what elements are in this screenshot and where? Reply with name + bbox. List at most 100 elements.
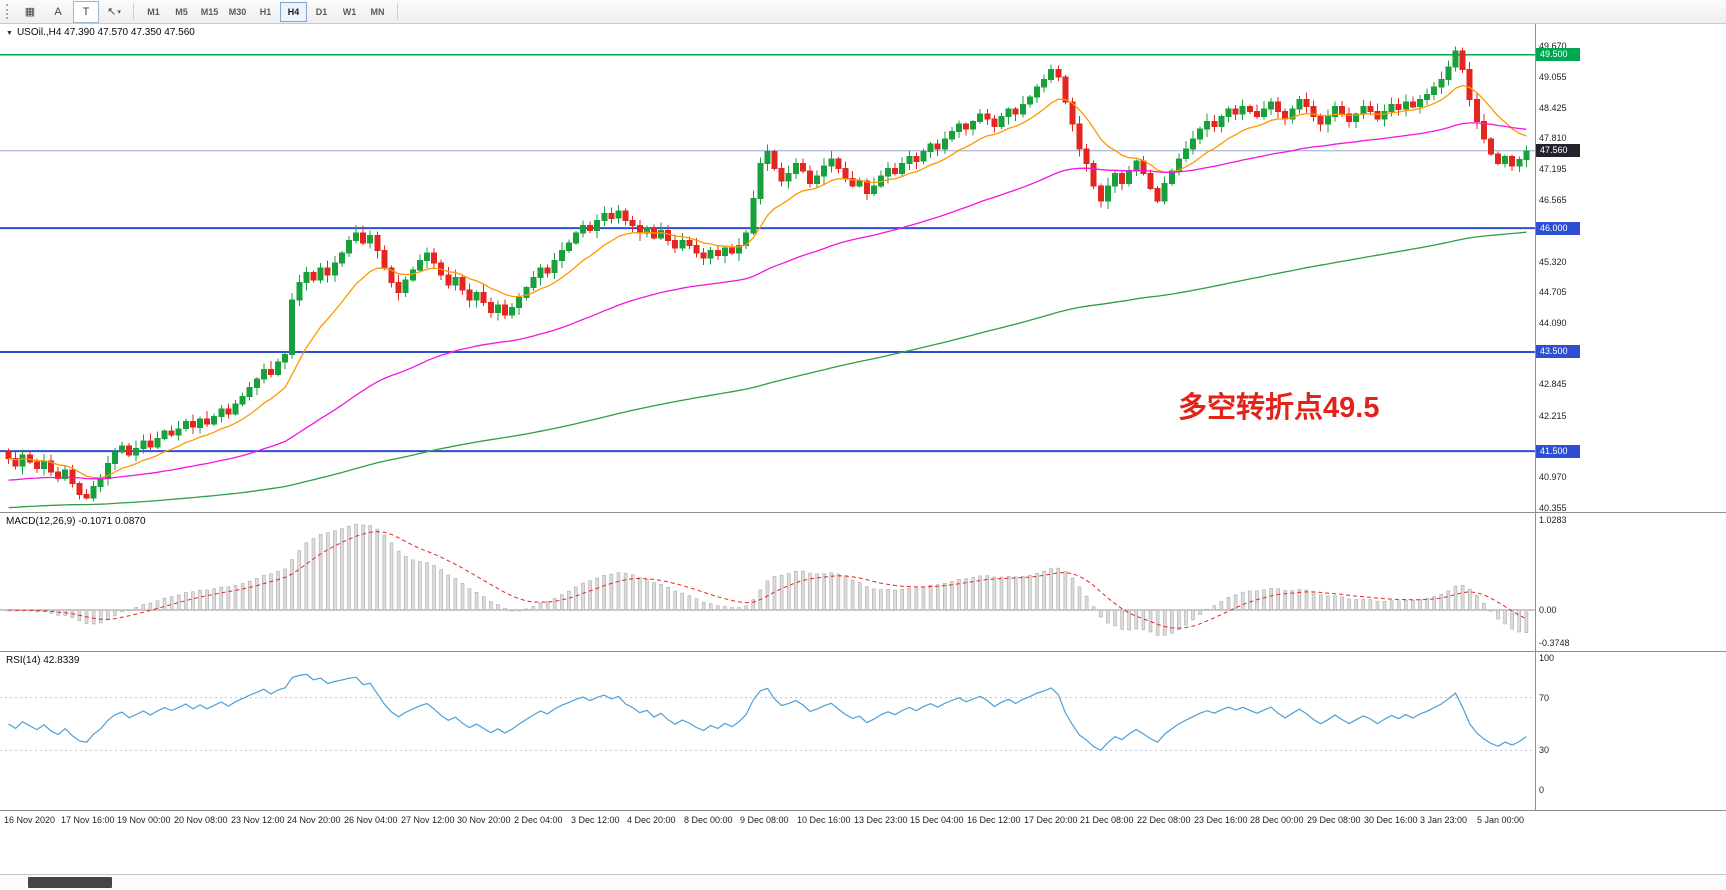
- timeframe-mn[interactable]: MN: [370, 6, 385, 17]
- timeframe-h1[interactable]: H1: [259, 6, 272, 17]
- macd-indicator: [0, 523, 1535, 636]
- price-axis-label: 44.705: [1539, 287, 1567, 297]
- time-axis-label: 10 Dec 16:00: [797, 815, 851, 825]
- time-axis-label: 17 Dec 20:00: [1024, 815, 1078, 825]
- macd-header: MACD(12,26,9) -0.1071 0.0870: [6, 516, 146, 527]
- time-axis-label: 29 Dec 08:00: [1307, 815, 1361, 825]
- price-axis[interactable]: 49.670 49.055 48.425 47.810 47.195 46.565 45.3…: [1536, 24, 1726, 812]
- moving-averages: [8, 84, 1527, 509]
- timeframe-d1[interactable]: D1: [315, 6, 328, 17]
- price-axis-label: 40.355: [1539, 503, 1567, 513]
- time-axis-label: 22 Dec 08:00: [1137, 815, 1191, 825]
- rsi-label: RSI(14): [6, 655, 41, 666]
- axis-border: [1535, 24, 1536, 810]
- time-axis-label: 5 Jan 00:00: [1477, 815, 1525, 825]
- rsi-axis-label: 0: [1539, 785, 1545, 795]
- time-axis-label: 27 Nov 12:00: [401, 815, 455, 825]
- timeframe-m1[interactable]: M1: [147, 6, 160, 17]
- price-axis-label: 47.195: [1539, 164, 1567, 174]
- panel-separator[interactable]: [0, 512, 1726, 513]
- macd-axis-label: 0.00: [1539, 605, 1557, 615]
- time-axis-label: 23 Nov 12:00: [231, 815, 285, 825]
- toolbar: ▦ A T ↖ ▾ M1 M5 M15 M30 H1 H4 D1 W1 MN: [0, 0, 1726, 24]
- time-axis-label: 2 Dec 04:00: [514, 815, 563, 825]
- dropdown-caret-icon: ▾: [117, 8, 121, 16]
- time-axis-label: 23 Dec 16:00: [1194, 815, 1248, 825]
- symbol-label: USOil.,H4: [16, 27, 62, 38]
- time-axis-label: 13 Dec 23:00: [854, 815, 908, 825]
- price-axis-label: 48.425: [1539, 103, 1567, 113]
- toolbar-separator: [397, 3, 398, 20]
- toolbar-grip[interactable]: [6, 4, 12, 19]
- time-axis-label: 15 Dec 04:00: [910, 815, 964, 825]
- panel-separator[interactable]: [0, 651, 1726, 652]
- text-t-icon: T: [82, 5, 90, 18]
- rsi-axis-label: 70: [1539, 693, 1550, 703]
- price-tag: 49.500: [1536, 48, 1580, 61]
- macd-axis-label: -0.3748: [1539, 638, 1570, 648]
- time-axis-label: 3 Jan 23:00: [1420, 815, 1468, 825]
- chart-grid-icon: ▦: [24, 6, 36, 18]
- rsi-axis-label: 30: [1539, 745, 1550, 755]
- time-axis-label: 26 Nov 04:00: [344, 815, 398, 825]
- rsi-header: RSI(14) 42.8339: [6, 655, 79, 666]
- cursor-tool-button[interactable]: ↖ ▾: [101, 1, 127, 23]
- text-a-button[interactable]: A: [45, 1, 71, 23]
- chart-toggle-icon[interactable]: ▼: [6, 30, 13, 37]
- price-tag: 41.500: [1536, 445, 1580, 458]
- time-axis-label: 19 Nov 00:00: [117, 815, 171, 825]
- text-t-button[interactable]: T: [73, 0, 99, 23]
- price-axis-label: 47.810: [1539, 133, 1567, 143]
- ohlc-values: 47.390 47.570 47.350 47.560: [64, 27, 195, 38]
- time-axis-label: 28 Dec 00:00: [1250, 815, 1304, 825]
- time-axis[interactable]: 16 Nov 2020 17 Nov 16:00 19 Nov 00:00 20 No…: [0, 812, 1726, 834]
- chart-canvas[interactable]: [0, 24, 1535, 810]
- ma-slow-line: [8, 231, 1527, 509]
- horizontal-scrollbar[interactable]: [0, 874, 1726, 890]
- scrollbar-thumb[interactable]: [28, 877, 112, 888]
- price-tag: 46.000: [1536, 222, 1580, 235]
- time-axis-label: 4 Dec 20:00: [627, 815, 676, 825]
- symbol-header: ▼ USOil.,H4 47.390 47.570 47.350 47.560: [6, 27, 195, 38]
- chart-area[interactable]: ▼ USOil.,H4 47.390 47.570 47.350 47.560 M…: [0, 24, 1726, 812]
- price-axis-label: 46.565: [1539, 195, 1567, 205]
- timeframe-m30[interactable]: M30: [228, 6, 247, 17]
- time-axis-label: 30 Nov 20:00: [457, 815, 511, 825]
- timeframe-group: M1 M5 M15 M30 H1 H4 D1 W1 MN: [140, 1, 391, 22]
- rsi-line: [8, 673, 1527, 752]
- time-axis-label: 8 Dec 00:00: [684, 815, 733, 825]
- text-a-icon: A: [54, 5, 62, 18]
- price-axis-label: 49.670: [1539, 41, 1567, 51]
- toolbar-separator: [133, 3, 134, 20]
- price-tag: 43.500: [1536, 345, 1580, 358]
- timeframe-m15[interactable]: M15: [200, 6, 219, 17]
- ma-fast-line: [8, 84, 1527, 479]
- macd-axis-label: 1.0283: [1539, 515, 1567, 525]
- rsi-indicator: [0, 673, 1535, 752]
- time-axis-label: 21 Dec 08:00: [1080, 815, 1134, 825]
- time-axis-label: 16 Nov 2020: [4, 815, 56, 825]
- price-axis-label: 42.215: [1539, 411, 1567, 421]
- price-axis-label: 45.320: [1539, 257, 1567, 267]
- chart-annotation-text[interactable]: 多空转折点49.5: [1178, 392, 1380, 424]
- timeframe-h4[interactable]: H4: [280, 1, 307, 22]
- macd-label: MACD(12,26,9): [6, 516, 76, 527]
- timeframe-m5[interactable]: M5: [175, 6, 188, 17]
- macd-signal-line: [8, 531, 1527, 629]
- candles: [5, 46, 1530, 502]
- chart-grid-button[interactable]: ▦: [17, 1, 43, 23]
- ma-medium-line: [8, 122, 1527, 481]
- time-axis-label: 30 Dec 16:00: [1364, 815, 1418, 825]
- price-axis-label: 44.090: [1539, 318, 1567, 328]
- price-axis-label: 49.055: [1539, 72, 1567, 82]
- timeframe-w1[interactable]: W1: [342, 6, 357, 17]
- time-axis-label: 20 Nov 08:00: [174, 815, 228, 825]
- price-tag: 47.560: [1536, 144, 1580, 157]
- rsi-axis-label: 100: [1539, 653, 1555, 663]
- cursor-icon: ↖: [107, 6, 117, 18]
- time-axis-label: 3 Dec 12:00: [571, 815, 620, 825]
- time-axis-label: 9 Dec 08:00: [740, 815, 789, 825]
- macd-values: -0.1071 0.0870: [78, 516, 146, 527]
- rsi-value: 42.8339: [43, 655, 80, 666]
